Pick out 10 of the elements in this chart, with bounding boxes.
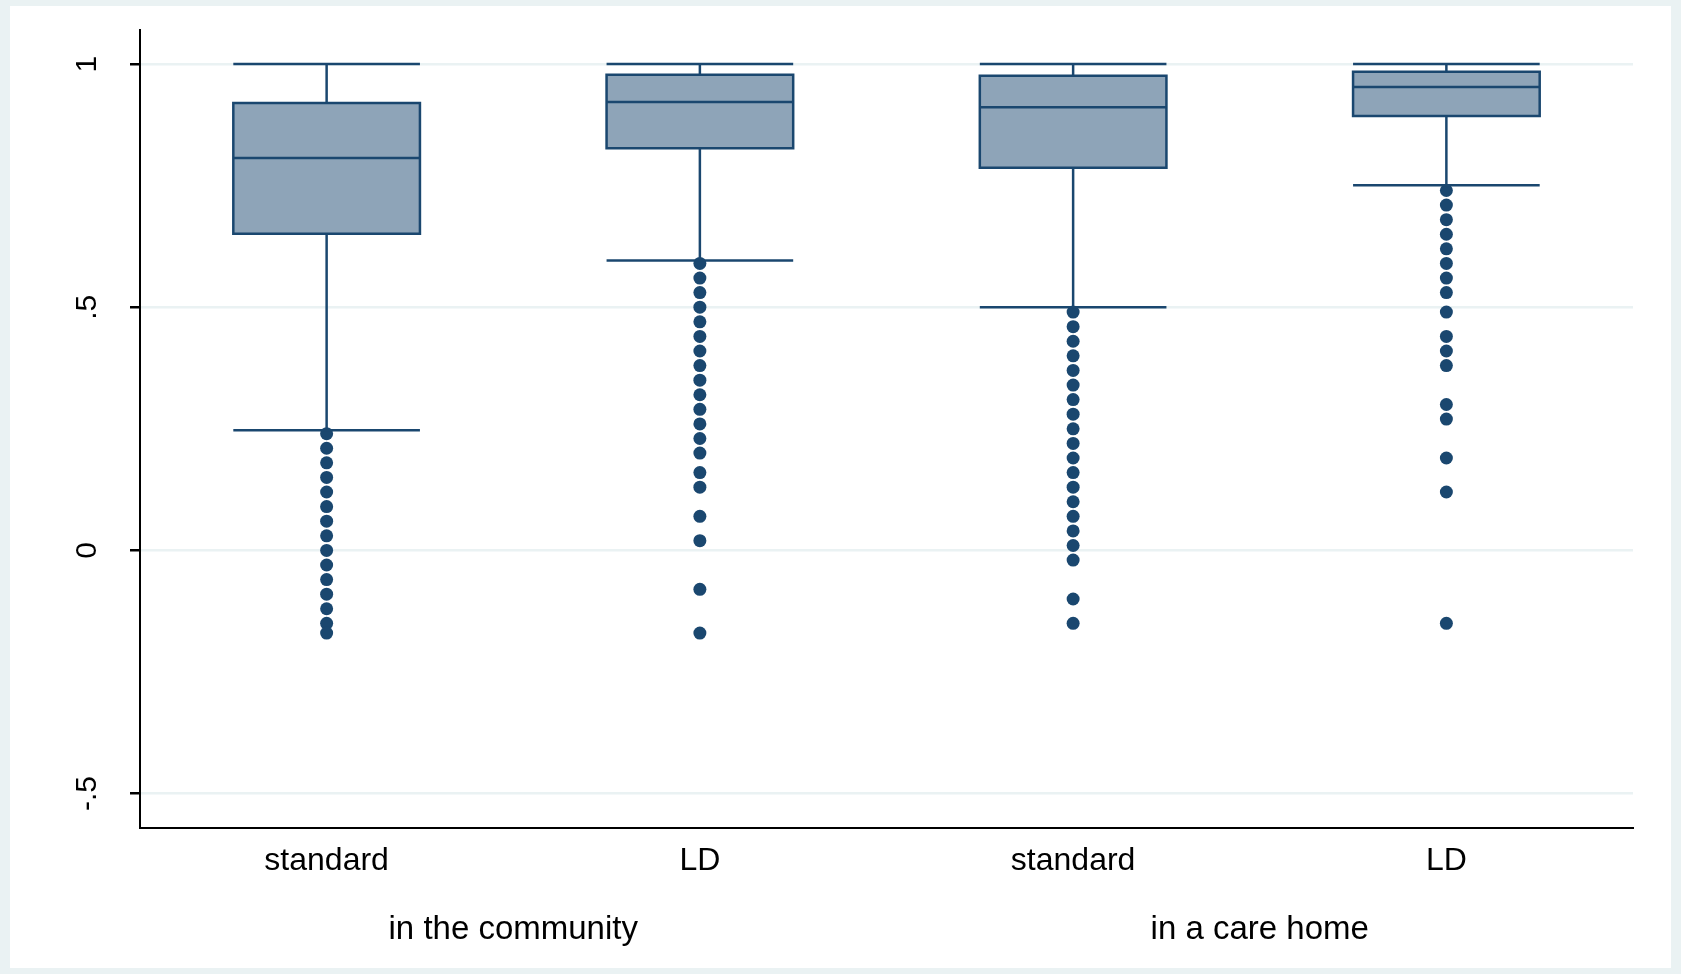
y-tick-label: .5 bbox=[69, 294, 103, 320]
x-tick-label: LD bbox=[679, 840, 721, 877]
text: in a care home bbox=[1150, 909, 1369, 947]
x-tick-label: standard bbox=[264, 840, 389, 877]
text: in the community bbox=[388, 909, 639, 947]
x-tick-label: standard bbox=[1010, 840, 1136, 877]
y-tick-label: 0 bbox=[69, 542, 103, 559]
y-tick-label: -.5 bbox=[69, 776, 103, 812]
y-tick-label: 1 bbox=[69, 55, 103, 73]
x-tick-label: LD bbox=[1425, 840, 1467, 877]
